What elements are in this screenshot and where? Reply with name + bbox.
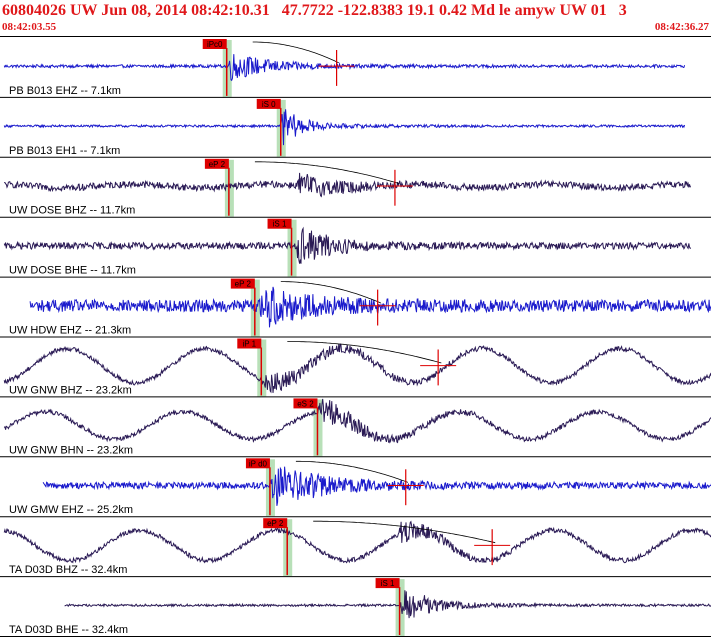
pick-label: eP 2 <box>235 280 252 289</box>
channel-label: UW DOSE BHE -- 11.7km <box>9 265 136 277</box>
start-time-label: 08:42:03.55 <box>2 21 57 33</box>
pick-flag <box>202 39 227 49</box>
seismogram-trace <box>3 343 711 394</box>
coda-curve <box>295 460 409 483</box>
seismogram-trace <box>29 286 711 328</box>
pick-label: eS 2 <box>297 399 314 408</box>
pick-flag <box>245 458 270 469</box>
pick-flag <box>375 578 400 589</box>
seismogram-trace <box>3 54 686 82</box>
seismogram-trace <box>3 520 711 564</box>
pick-label: iPc0 <box>207 40 223 49</box>
pick-label: iS 1 <box>381 579 395 588</box>
coda-curve <box>313 520 496 544</box>
pick-flag <box>230 278 255 289</box>
pick-flag <box>263 518 288 529</box>
pick-label: iS 0 <box>262 100 276 109</box>
seismogram-trace <box>3 226 692 264</box>
pick-flag <box>204 158 229 169</box>
pick-flag <box>267 218 292 229</box>
pick-label: iP d0 <box>249 459 268 468</box>
channel-label: UW GNW BHZ -- 23.2km <box>9 384 132 396</box>
channel-label: UW HDW EHZ -- 21.3km <box>9 325 131 337</box>
trace-panels: iPc0 PB B013 EHZ -- 7.1km iS 0 PB B013 EH1 … <box>0 39 711 637</box>
pick-flag <box>256 98 281 109</box>
channel-label: PB B013 EHZ -- 7.1km <box>9 85 121 97</box>
pick-label: eP 2 <box>267 519 284 528</box>
end-time-label: 08:42:36.27 <box>655 21 710 33</box>
coda-curve <box>280 281 381 304</box>
seismogram-trace <box>3 109 686 146</box>
pick-flag <box>237 338 262 349</box>
channel-label: TA D03D BHZ -- 32.4km <box>9 564 127 576</box>
seismogram-trace <box>4 172 691 198</box>
coda-curve <box>252 41 339 64</box>
pick-flag <box>293 398 318 409</box>
channel-label: PB B013 EH1 -- 7.1km <box>9 145 120 157</box>
seismogram-trace <box>3 398 711 444</box>
channel-label: TA D03D BHE -- 32.4km <box>9 624 128 636</box>
pick-label: iP 1 <box>242 340 256 349</box>
coda-curve <box>254 161 400 184</box>
seismogram-trace <box>42 466 711 506</box>
channel-label: UW GNW BHN -- 23.2km <box>9 444 133 456</box>
seismogram-trace <box>64 590 711 619</box>
pick-label: iS 1 <box>273 220 287 229</box>
channel-label: UW DOSE BHZ -- 11.7km <box>9 205 135 217</box>
channel-label: UW GMW EHZ -- 25.2km <box>9 504 133 516</box>
event-title: 60804026 UW Jun 08, 2014 08:42:10.31 47.… <box>2 2 627 19</box>
pick-label: eP 2 <box>209 160 226 169</box>
coda-curve <box>287 341 442 364</box>
